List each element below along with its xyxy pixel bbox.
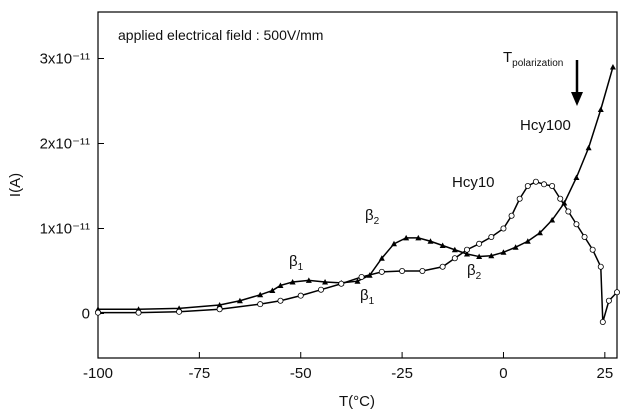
marker xyxy=(557,195,564,202)
marker xyxy=(338,280,345,287)
x-tick-label: -100 xyxy=(83,365,113,382)
marker xyxy=(573,221,580,228)
series-line xyxy=(98,66,614,310)
annotation-sub: 2 xyxy=(476,271,482,282)
marker xyxy=(597,263,604,270)
marker xyxy=(439,242,446,248)
marker xyxy=(605,297,612,304)
marker xyxy=(589,246,596,253)
marker xyxy=(378,255,385,261)
marker xyxy=(216,302,223,308)
marker xyxy=(488,252,495,259)
marker xyxy=(565,208,572,215)
annotation-text: β xyxy=(360,287,369,304)
marker xyxy=(415,234,422,241)
marker xyxy=(614,289,621,296)
y-tick-label: 2x10⁻¹¹ xyxy=(40,136,90,153)
annotation: β1 xyxy=(360,287,375,307)
y-axis-label: I(A) xyxy=(7,173,24,197)
x-axis-label: T(°C) xyxy=(339,393,375,410)
x-tick-label: -25 xyxy=(391,365,413,382)
marker xyxy=(289,279,296,285)
x-tick-label: -50 xyxy=(290,365,312,382)
marker xyxy=(277,282,284,288)
annotation-sub: 1 xyxy=(298,262,304,273)
marker xyxy=(427,238,434,244)
marker xyxy=(358,273,365,280)
marker xyxy=(463,246,470,253)
marker xyxy=(236,297,243,304)
marker xyxy=(277,297,284,304)
marker xyxy=(419,267,426,274)
marker xyxy=(378,268,385,275)
series-line xyxy=(98,180,618,323)
marker xyxy=(305,277,312,283)
marker xyxy=(257,291,264,298)
marker xyxy=(597,106,604,112)
x-tick-label: 0 xyxy=(499,365,507,382)
annotation: Tpolarization xyxy=(503,49,563,69)
marker xyxy=(573,174,580,180)
annotation: Hcy100 xyxy=(520,117,571,134)
marker xyxy=(439,263,446,270)
marker xyxy=(585,144,592,151)
marker xyxy=(318,286,325,293)
marker xyxy=(524,238,531,244)
marker xyxy=(549,217,556,223)
marker xyxy=(297,292,304,299)
marker xyxy=(488,233,495,240)
annotation-sub: 1 xyxy=(369,296,375,307)
annotation-sub: 2 xyxy=(374,216,380,227)
marker xyxy=(549,182,556,189)
annotation-sub: polarization xyxy=(512,58,563,69)
marker xyxy=(609,64,616,70)
marker xyxy=(95,309,102,316)
arrow-head xyxy=(571,92,583,106)
marker xyxy=(176,308,183,315)
annotation: β2 xyxy=(467,262,482,282)
chart-title: applied electrical field : 500V/mm xyxy=(118,27,323,43)
annotation: Hcy10 xyxy=(452,174,495,191)
marker xyxy=(399,267,406,274)
marker xyxy=(516,195,523,202)
marker xyxy=(451,246,458,253)
annotation: β1 xyxy=(289,253,304,273)
marker xyxy=(216,306,223,313)
marker xyxy=(536,229,543,236)
annotation: β2 xyxy=(365,207,380,227)
y-tick-label: 1x10⁻¹¹ xyxy=(40,221,90,238)
annotation-text: β xyxy=(289,253,298,270)
marker xyxy=(390,240,397,247)
marker xyxy=(500,249,507,255)
marker xyxy=(322,279,329,285)
marker xyxy=(508,212,515,219)
marker xyxy=(403,234,410,241)
marker xyxy=(269,287,276,294)
marker xyxy=(451,255,458,262)
marker xyxy=(541,181,548,188)
plot-frame xyxy=(97,11,618,359)
marker xyxy=(532,178,539,185)
marker xyxy=(463,251,470,257)
x-tick-label: 25 xyxy=(596,365,613,382)
annotation-text: β xyxy=(467,262,476,279)
marker xyxy=(581,233,588,240)
annotation-text: T xyxy=(503,49,512,66)
marker xyxy=(476,253,483,260)
x-tick-label: -75 xyxy=(189,365,211,382)
annotation-text: β xyxy=(365,207,374,224)
marker xyxy=(512,244,519,250)
marker xyxy=(500,225,507,232)
marker xyxy=(135,309,142,316)
marker xyxy=(476,240,483,247)
marker xyxy=(524,182,531,189)
marker xyxy=(599,318,606,325)
y-tick-label: 3x10⁻¹¹ xyxy=(40,51,90,68)
marker xyxy=(257,301,264,308)
y-tick-label: 0 xyxy=(82,306,90,323)
marker xyxy=(354,278,361,284)
